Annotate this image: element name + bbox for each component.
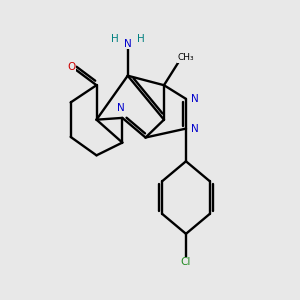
Text: N: N	[117, 103, 125, 113]
Text: H: H	[111, 34, 119, 44]
Text: CH₃: CH₃	[177, 53, 194, 62]
Text: Cl: Cl	[181, 257, 191, 267]
Text: H: H	[137, 34, 145, 44]
Text: N: N	[191, 94, 199, 104]
Text: N: N	[191, 124, 199, 134]
Text: O: O	[68, 62, 76, 72]
Text: N: N	[124, 39, 132, 49]
